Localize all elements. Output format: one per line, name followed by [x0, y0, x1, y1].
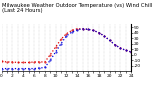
Text: Milwaukee Weather Outdoor Temperature (vs) Wind Chill (Last 24 Hours): Milwaukee Weather Outdoor Temperature (v… [2, 3, 152, 13]
